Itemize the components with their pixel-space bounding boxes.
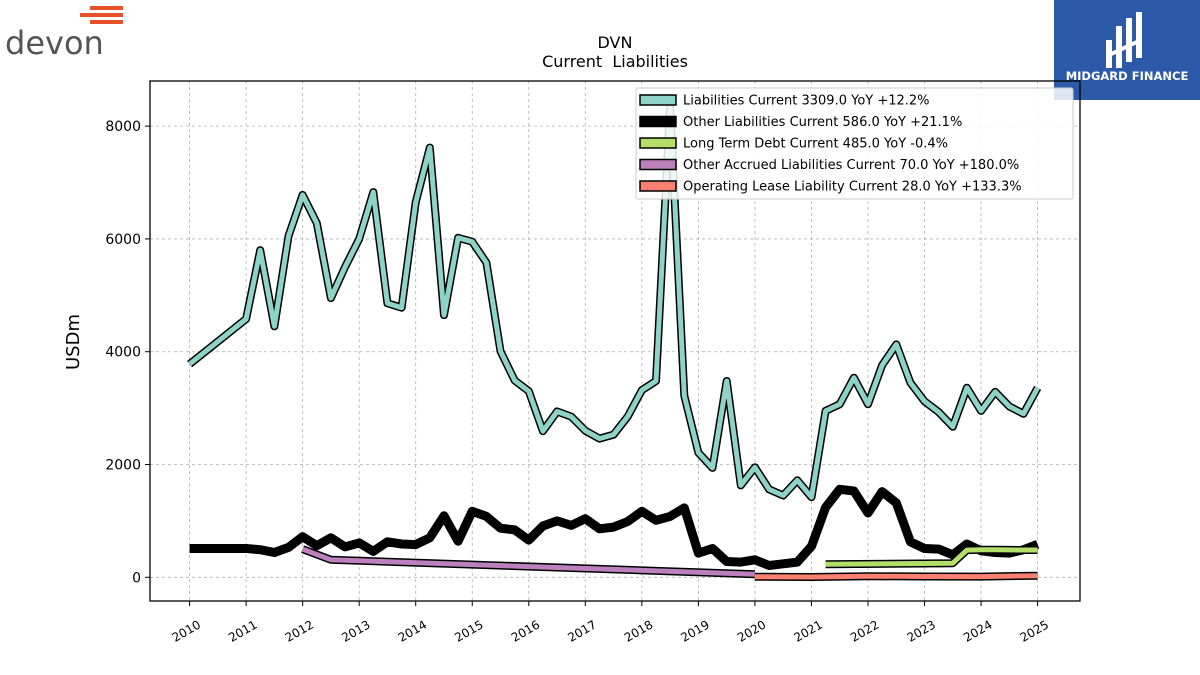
series-2 <box>825 545 1038 569</box>
x-tick-label: 2019 <box>678 617 711 644</box>
x-tick-label: 2011 <box>226 617 259 644</box>
y-tick-label: 4000 <box>105 345 141 361</box>
x-tick-label: 2018 <box>622 617 655 644</box>
x-tick-label: 2025 <box>1018 617 1051 644</box>
legend-swatch <box>639 180 677 192</box>
legend-box <box>635 87 1074 200</box>
series-line <box>301 546 755 577</box>
x-tick-label: 2022 <box>848 617 881 644</box>
x-tick-label: 2015 <box>452 617 485 644</box>
series-1 <box>189 484 1040 570</box>
x-tick-label: 2023 <box>905 617 938 644</box>
series-group <box>187 102 1042 581</box>
legend-label: Other Accrued Liabilities Current 70.0 Y… <box>683 158 1019 173</box>
series-line <box>189 484 1040 570</box>
x-axis-ticks: 2010 2011 2012 2013 2014 2015 2016 2017 2018 2019… <box>170 601 1051 645</box>
x-tick-label: 2020 <box>735 617 768 644</box>
legend-label: Long Term Debt Current 485.0 YoY -0.4% <box>683 137 948 152</box>
legend-swatch <box>639 158 677 171</box>
legend-swatch <box>639 137 677 149</box>
y-axis-label: USDm <box>63 314 84 370</box>
y-tick-label: 2000 <box>105 458 141 474</box>
x-tick-label: 2010 <box>170 617 203 644</box>
x-tick-label: 2024 <box>961 617 994 644</box>
series-line <box>188 103 1040 500</box>
x-tick-label: 2021 <box>792 617 825 644</box>
legend-label: Operating Lease Liability Current 28.0 Y… <box>683 180 1022 195</box>
midgard-mark-icon <box>1106 12 1142 68</box>
y-tick-label: 8000 <box>105 119 141 135</box>
chart-subtitle: Current Liabilities <box>542 52 688 71</box>
x-tick-label: 2017 <box>565 617 598 644</box>
midgard-finance-logo: MIDGARD FINANCE <box>1054 0 1200 100</box>
y-axis-ticks: 0 2000 4000 6000 8000 <box>105 119 150 586</box>
legend-swatch <box>639 94 677 106</box>
y-tick-label: 6000 <box>105 232 141 248</box>
legend-label: Other Liabilities Current 586.0 YoY +21.… <box>683 115 962 130</box>
series-line <box>825 547 1038 567</box>
legend-label: Liabilities Current 3309.0 YoY +12.2% <box>683 94 930 109</box>
series-0 <box>187 102 1042 502</box>
x-tick-label: 2016 <box>509 617 542 644</box>
legend-swatch <box>639 115 677 128</box>
series-3 <box>301 545 756 579</box>
plot-frame <box>149 80 1081 602</box>
midgard-logo-text: MIDGARD FINANCE <box>1066 69 1189 83</box>
y-tick-label: 0 <box>132 570 141 586</box>
x-tick-label: 2012 <box>283 617 316 644</box>
x-tick-label: 2013 <box>339 617 372 644</box>
series-4 <box>754 571 1038 581</box>
devon-logo-bar <box>80 13 123 17</box>
devon-logo: devon <box>5 6 123 62</box>
chart-title: DVN <box>598 33 633 52</box>
devon-logo-text: devon <box>5 24 104 62</box>
x-tick-label: 2014 <box>396 617 429 644</box>
devon-logo-bar <box>90 6 123 10</box>
legend: Liabilities Current 3309.0 YoY +12.2% Oth… <box>635 87 1074 200</box>
series-line <box>754 573 1038 580</box>
devon-logo-bar <box>90 20 123 24</box>
